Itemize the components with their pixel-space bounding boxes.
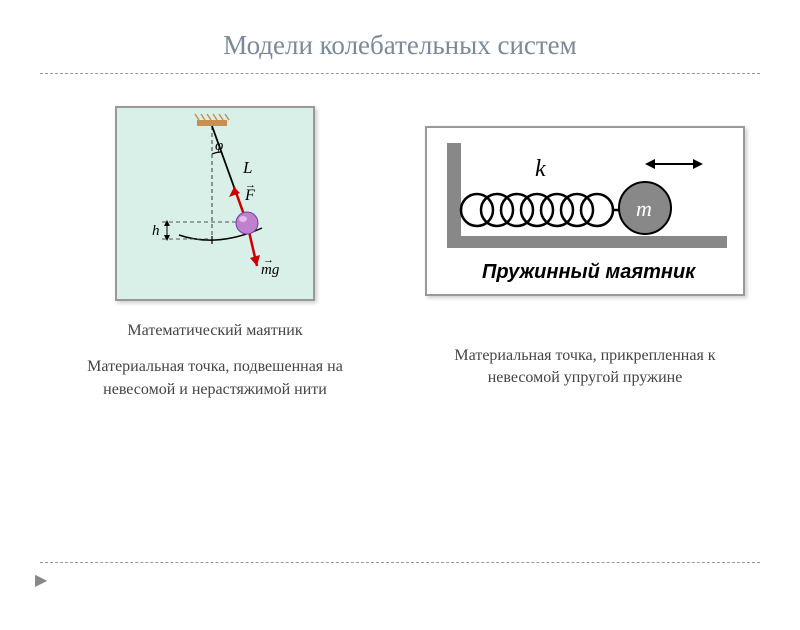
floor xyxy=(447,236,727,248)
spring-title: Пружинный маятник xyxy=(482,261,696,283)
wall xyxy=(447,143,461,248)
spring-diagram: k m Пружинный маятник xyxy=(425,126,745,296)
pendulum-name: Математический маятник xyxy=(50,320,380,342)
nav-arrow-icon: ▶ xyxy=(35,570,47,590)
support-bar xyxy=(197,120,227,126)
force-arrow-label: → xyxy=(245,179,256,191)
pendulum-bob xyxy=(236,212,258,234)
divider-bottom xyxy=(40,562,760,563)
angle-label: φ xyxy=(215,138,223,154)
spring-description: Материальная точка, прикрепленная к неве… xyxy=(420,345,750,390)
content-row: φ L h F → xyxy=(0,86,800,401)
pendulum-diagram: φ L h F → xyxy=(115,106,315,301)
spring xyxy=(461,194,619,226)
height-label: h xyxy=(152,223,160,239)
stiffness-label: k xyxy=(535,156,546,182)
page-title: Модели колебательных систем xyxy=(0,30,800,61)
pendulum-column: φ L h F → xyxy=(50,106,380,401)
mass-label: m xyxy=(636,196,652,221)
length-label: L xyxy=(242,158,252,177)
spring-column: k m Пружинный маятник Материальная точка… xyxy=(420,106,750,401)
divider-top xyxy=(40,73,760,74)
weight-arrow-label: → xyxy=(263,254,274,266)
pendulum-description: Материальная точка, подвешенная на невес… xyxy=(50,356,380,401)
